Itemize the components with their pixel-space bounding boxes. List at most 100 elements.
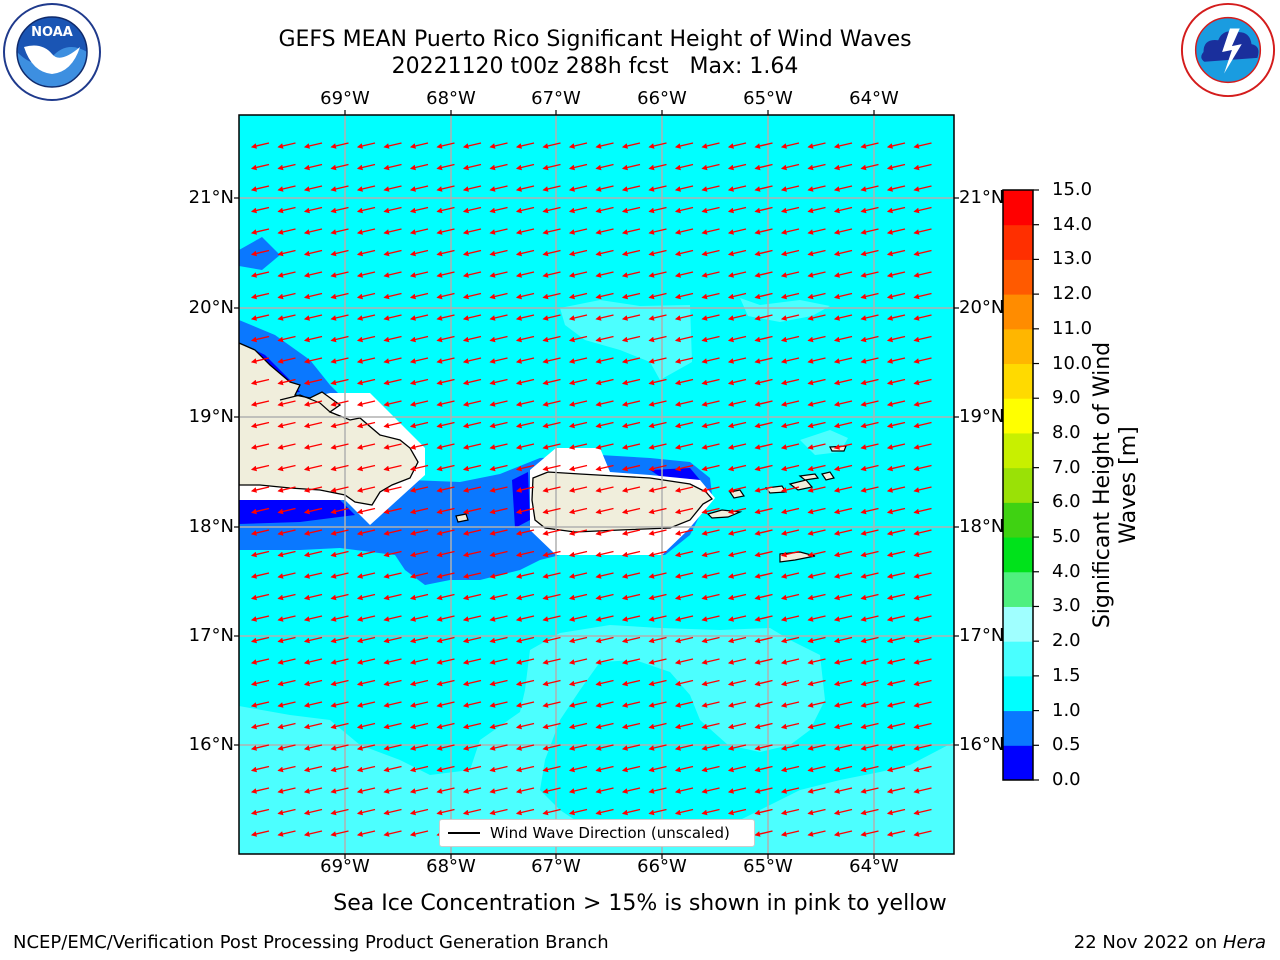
wave-direction-arrow <box>330 335 349 343</box>
wave-direction-arrow <box>330 744 349 751</box>
wave-direction-arrow <box>860 292 879 300</box>
wave-direction-arrow <box>303 228 323 235</box>
wave-direction-arrow <box>833 185 853 192</box>
wave-direction-arrow <box>621 421 641 429</box>
wave-direction-arrow <box>807 292 826 300</box>
wave-direction-arrow <box>489 185 508 192</box>
wave-direction-arrow <box>648 185 667 192</box>
wave-direction-arrow <box>356 507 376 515</box>
wave-direction-arrow <box>356 228 376 235</box>
wave-direction-arrow <box>727 744 747 751</box>
wave-direction-arrow <box>701 163 720 171</box>
wave-direction-arrow <box>250 722 270 730</box>
wave-direction-arrow <box>886 378 906 386</box>
wave-direction-arrow <box>277 292 296 300</box>
wave-direction-arrow <box>913 593 932 601</box>
wave-direction-arrow <box>462 722 482 730</box>
wave-direction-arrow <box>913 335 932 343</box>
wave-direction-arrow <box>303 142 323 149</box>
wave-direction-arrow <box>833 787 853 794</box>
wave-direction-arrow <box>674 787 694 794</box>
wave-direction-arrow <box>356 378 376 386</box>
wave-direction-arrow <box>780 185 800 192</box>
wave-direction-arrow <box>701 421 720 429</box>
wave-direction-arrow <box>674 378 694 386</box>
wave-direction-arrow <box>701 808 720 816</box>
wave-direction-arrow <box>754 486 773 493</box>
colorbar-tick-label: 9.0 <box>1052 387 1081 409</box>
wave-direction-arrow <box>250 550 270 558</box>
wave-direction-arrow <box>727 335 747 343</box>
wave-direction-arrow <box>409 185 429 192</box>
wave-direction-arrow <box>807 808 826 816</box>
wave-direction-arrow <box>913 722 932 730</box>
wave-direction-arrow <box>542 529 561 536</box>
wave-direction-arrow <box>701 701 720 708</box>
wave-direction-arrow <box>701 249 720 257</box>
wave-direction-arrow <box>595 765 614 773</box>
wave-direction-arrow <box>727 787 747 794</box>
wave-direction-arrow <box>648 529 667 536</box>
wave-direction-arrow <box>754 421 773 429</box>
wave-direction-arrow <box>568 249 588 257</box>
wave-direction-arrow <box>383 421 402 429</box>
colorbar-segment <box>1003 432 1033 469</box>
wave-direction-arrow <box>436 335 455 343</box>
wave-direction-arrow <box>754 400 773 407</box>
wave-direction-arrow <box>277 185 296 192</box>
wave-direction-arrow <box>727 529 747 536</box>
wave-direction-arrow <box>409 529 429 536</box>
wave-direction-arrow <box>913 701 932 708</box>
wave-direction-arrow <box>542 636 561 644</box>
wave-direction-arrow <box>595 722 614 730</box>
wave-direction-arrow <box>383 765 402 773</box>
wave-direction-arrow <box>595 744 614 751</box>
wave-direction-arrow <box>727 185 747 192</box>
wave-direction-arrow <box>621 335 641 343</box>
wave-direction-arrow <box>568 636 588 644</box>
colorbar-tick-label: 13.0 <box>1052 248 1093 270</box>
wave-direction-arrow <box>250 593 270 601</box>
wave-direction-arrow <box>886 292 906 300</box>
lat-label-left: 19°N <box>188 406 234 427</box>
wave-direction-arrow <box>674 615 694 622</box>
wave-direction-arrow <box>807 421 826 429</box>
noaa-logo: NOAA <box>3 3 101 101</box>
wave-direction-arrow <box>515 658 535 665</box>
wave-direction-arrow <box>515 572 535 579</box>
wave-direction-arrow <box>860 378 879 386</box>
wave-direction-arrow <box>277 335 296 343</box>
wave-direction-arrow <box>250 378 270 386</box>
colorbar-frame <box>1002 189 1034 781</box>
wave-direction-arrow <box>701 507 720 515</box>
wave-direction-arrow <box>462 271 482 278</box>
wave-direction-arrow <box>621 808 641 816</box>
wave-direction-arrow <box>754 615 773 622</box>
wave-direction-arrow <box>621 787 641 794</box>
wave-direction-arrow <box>277 593 296 601</box>
wave-direction-arrow <box>303 550 323 558</box>
wave-direction-arrow <box>303 163 323 171</box>
wave-direction-arrow <box>595 163 614 171</box>
wave-direction-arrow <box>489 421 508 429</box>
wave-direction-arrow <box>860 400 879 407</box>
wave-direction-arrow <box>833 292 853 300</box>
wave-direction-arrow <box>542 765 561 773</box>
wave-direction-arrow <box>595 464 614 472</box>
wave-direction-arrow <box>886 830 906 837</box>
wave-direction-arrow <box>621 765 641 773</box>
wave-direction-arrow <box>621 228 641 235</box>
wave-direction-arrow <box>383 636 402 644</box>
wave-direction-arrow <box>356 722 376 730</box>
wave-direction-arrow <box>356 636 376 644</box>
wave-direction-arrow <box>515 271 535 278</box>
wave-direction-arrow <box>886 808 906 816</box>
wave-direction-arrow <box>674 228 694 235</box>
colorbar-segment <box>1003 328 1033 365</box>
wave-direction-arrow <box>886 593 906 601</box>
wave-direction-arrow <box>515 464 535 472</box>
credit-line: NCEP/EMC/Verification Post Processing Pr… <box>13 932 609 953</box>
wave-direction-arrow <box>807 765 826 773</box>
wave-direction-arrow <box>277 378 296 386</box>
wave-direction-arrow <box>383 593 402 601</box>
